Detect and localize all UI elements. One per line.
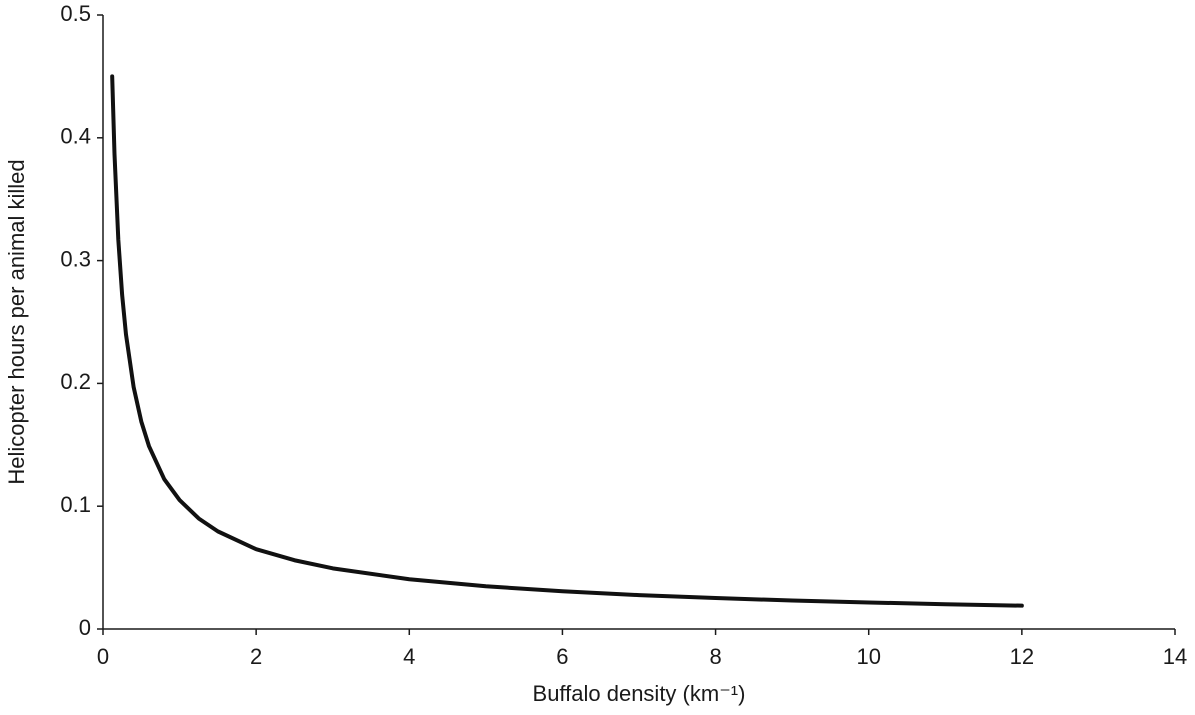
x-tick-label: 2 <box>250 644 262 669</box>
x-tick-label: 4 <box>403 644 415 669</box>
y-tick-label: 0.3 <box>60 246 91 271</box>
y-tick-label: 0.2 <box>60 369 91 394</box>
y-axis-label: Helicopter hours per animal killed <box>4 159 29 484</box>
y-tick-label: 0.4 <box>60 124 91 149</box>
y-tick-label: 0 <box>79 615 91 640</box>
y-tick-label: 0.1 <box>60 492 91 517</box>
x-tick-label: 8 <box>709 644 721 669</box>
x-tick-label: 12 <box>1010 644 1034 669</box>
line <box>110 74 1024 608</box>
y-tick-label: 0.5 <box>60 1 91 26</box>
x-tick-label: 6 <box>556 644 568 669</box>
x-tick-label: 0 <box>97 644 109 669</box>
x-tick-label: 10 <box>856 644 880 669</box>
x-tick-label: 14 <box>1163 644 1187 669</box>
x-axis-label: Buffalo density (km⁻¹) <box>533 681 746 706</box>
